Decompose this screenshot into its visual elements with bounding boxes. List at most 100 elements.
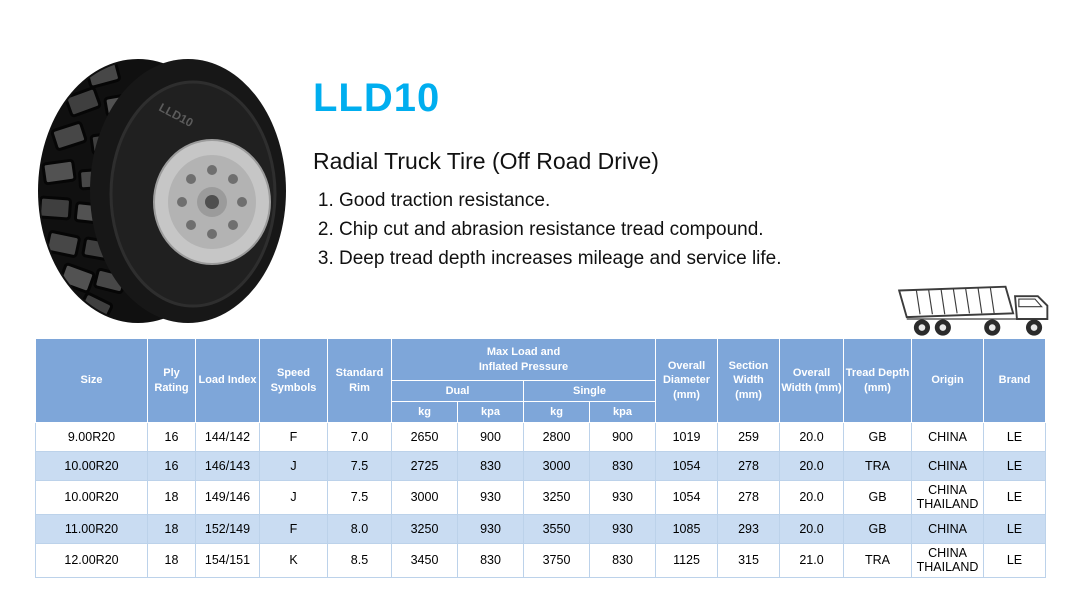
cell-dual-kpa: 930	[457, 480, 524, 515]
cell-load-index: 154/151	[195, 542, 260, 578]
cell-single-kg: 3000	[523, 451, 590, 481]
cell-speed-symbols: F	[259, 422, 328, 452]
cell-standard-rim: 7.5	[327, 480, 392, 515]
cell-tread-depth: GB	[843, 513, 913, 544]
cell-ply-rating: 16	[147, 422, 196, 452]
cell-ply-rating: 18	[147, 480, 196, 515]
cell-origin: CHINA	[911, 422, 985, 452]
product-subtitle: Radial Truck Tire (Off Road Drive)	[313, 148, 659, 174]
header-overall-width: Overall Width (mm)	[779, 338, 845, 423]
page-title: LLD10	[313, 76, 441, 120]
cell-overall-diameter: 1054	[655, 451, 719, 481]
header-overall-diameter: Overall Diameter (mm)	[655, 338, 719, 423]
cell-dual-kg: 3000	[391, 480, 458, 515]
cell-overall-width: 20.0	[779, 422, 845, 452]
cell-ply-rating: 18	[147, 542, 196, 578]
cell-single-kpa: 830	[588, 451, 657, 481]
cell-overall-width: 21.0	[779, 542, 845, 578]
header-speed-symbols: Speed Symbols	[259, 338, 328, 423]
cell-size: 10.00R20	[35, 451, 148, 481]
cell-standard-rim: 7.0	[327, 422, 392, 452]
cell-overall-diameter: 1019	[655, 422, 719, 452]
header-single: Single	[522, 380, 657, 402]
cell-load-index: 144/142	[195, 422, 260, 452]
header-dual-kg: kg	[391, 401, 458, 423]
cell-tread-depth: GB	[843, 480, 913, 515]
header-single-kg: kg	[523, 401, 590, 423]
cell-overall-width: 20.0	[779, 513, 845, 544]
cell-single-kpa: 930	[588, 513, 657, 544]
cell-section-width: 278	[717, 451, 781, 481]
spec-table-header: Size Ply Rating Load Index Speed Symbols…	[35, 338, 1047, 423]
header-max-load-line2: Inflated Pressure	[478, 360, 569, 373]
feature-item: Deep tread depth increases mileage and s…	[339, 244, 913, 273]
header-tread-depth: Tread Depth (mm)	[843, 338, 913, 423]
header-size: Size	[35, 338, 148, 423]
cell-section-width: 278	[717, 480, 781, 515]
cell-single-kg: 3550	[523, 513, 590, 544]
cell-overall-diameter: 1125	[655, 542, 719, 578]
header-single-kpa: kpa	[588, 401, 657, 423]
cell-single-kpa: 930	[588, 480, 657, 515]
header-max-load: Max Load and Inflated Pressure	[390, 338, 657, 381]
cell-ply-rating: 18	[147, 513, 196, 544]
cell-single-kpa: 900	[588, 422, 657, 452]
cell-tread-depth: TRA	[843, 542, 913, 578]
tire-icon: LLD10	[38, 59, 286, 323]
cell-size: 9.00R20	[35, 422, 148, 452]
header-dual-kpa: kpa	[457, 401, 524, 423]
cell-single-kpa: 830	[588, 542, 657, 578]
cell-load-index: 146/143	[195, 451, 260, 481]
cell-size: 10.00R20	[35, 480, 148, 515]
tire-image: LLD10	[22, 52, 290, 330]
table-row: 11.00R20 18 152/149 F 8.0 3250 930 3550 930 1085 2…	[35, 513, 1047, 544]
cell-single-kg: 3750	[523, 542, 590, 578]
table-row: 10.00R20 18 149/146 J 7.5 3000 930 3250 930 1054 2…	[35, 480, 1047, 515]
cell-load-index: 152/149	[195, 513, 260, 544]
cell-dual-kpa: 830	[457, 451, 524, 481]
header-standard-rim: Standard Rim	[327, 338, 392, 423]
cell-brand: LE	[983, 513, 1047, 544]
header-ply-rating: Ply Rating	[147, 338, 196, 423]
cell-overall-diameter: 1054	[655, 480, 719, 515]
cell-overall-width: 20.0	[779, 451, 845, 481]
table-row: 9.00R20 16 144/142 F 7.0 2650 900 2800 900 1019 25…	[35, 422, 1047, 452]
spec-table: Size Ply Rating Load Index Speed Symbols…	[35, 338, 1047, 578]
cell-dual-kpa: 900	[457, 422, 524, 452]
cell-standard-rim: 8.0	[327, 513, 392, 544]
header-load-index: Load Index	[195, 338, 260, 423]
cell-ply-rating: 16	[147, 451, 196, 481]
cell-standard-rim: 7.5	[327, 451, 392, 481]
cell-dual-kg: 2725	[391, 451, 458, 481]
cell-speed-symbols: K	[259, 542, 328, 578]
cell-origin: CHINA THAILAND	[911, 542, 985, 578]
cell-section-width: 259	[717, 422, 781, 452]
cell-dual-kg: 2650	[391, 422, 458, 452]
cell-dual-kg: 3250	[391, 513, 458, 544]
cell-brand: LE	[983, 451, 1047, 481]
cell-section-width: 293	[717, 513, 781, 544]
cell-load-index: 149/146	[195, 480, 260, 515]
product-info: LLD10 Radial Truck Tire (Off Road Drive)…	[313, 78, 913, 273]
rim-icon	[153, 139, 271, 265]
cell-speed-symbols: J	[259, 480, 328, 515]
cell-single-kg: 3250	[523, 480, 590, 515]
cell-dual-kg: 3450	[391, 542, 458, 578]
feature-item: Good traction resistance.	[339, 186, 913, 215]
cell-size: 12.00R20	[35, 542, 148, 578]
header-section-width: Section Width (mm)	[717, 338, 781, 423]
dump-truck-icon	[893, 281, 1063, 343]
cell-dual-kpa: 930	[457, 513, 524, 544]
cell-overall-width: 20.0	[779, 480, 845, 515]
feature-list: Good traction resistance. Chip cut and a…	[313, 186, 913, 273]
table-row: 10.00R20 16 146/143 J 7.5 2725 830 3000 830 1054 2…	[35, 451, 1047, 481]
cell-section-width: 315	[717, 542, 781, 578]
cell-origin: CHINA	[911, 513, 985, 544]
header-origin: Origin	[911, 338, 985, 423]
cell-overall-diameter: 1085	[655, 513, 719, 544]
feature-item: Chip cut and abrasion resistance tread c…	[339, 215, 913, 244]
cell-size: 11.00R20	[35, 513, 148, 544]
cell-standard-rim: 8.5	[327, 542, 392, 578]
cell-brand: LE	[983, 422, 1047, 452]
